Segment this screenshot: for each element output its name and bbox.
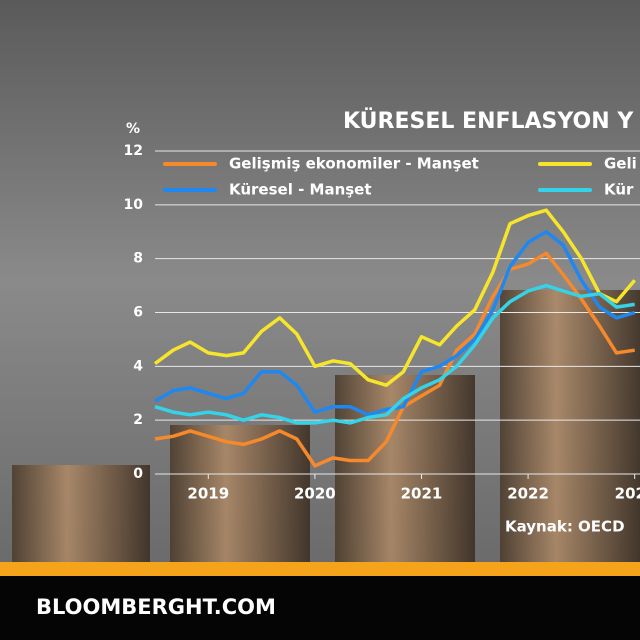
x-tick-label: 2019 (187, 485, 229, 503)
legend-label: Gelişmiş ekonomiler - Manşet (229, 155, 479, 173)
legend-label: Kür (604, 181, 634, 199)
legend-label: Geli (604, 155, 637, 173)
y-tick-label: 10 (124, 197, 144, 213)
source: Kaynak: OECD (505, 518, 625, 536)
y-tick-label: 4 (133, 358, 143, 374)
y-tick-label: 0 (133, 466, 143, 482)
x-tick-label: 2020 (294, 485, 336, 503)
y-tick-label: 2 (133, 412, 143, 428)
legend: Gelişmiş ekonomiler - Manşet Küresel - Ma… (163, 155, 637, 199)
x-tick-label: 202 (615, 485, 640, 503)
footer-stripe (0, 562, 640, 576)
coin-stack (12, 465, 150, 562)
y-unit: % (126, 121, 140, 137)
series-line (153, 208, 637, 387)
x-tick-label: 2021 (401, 485, 443, 503)
y-tick-label: 12 (124, 143, 143, 159)
y-tick-label: 8 (133, 251, 143, 267)
grid: 0 2 4 6 8 10 12 2019 2020 2021 2022 202 (124, 143, 640, 503)
coin-stack (500, 290, 640, 562)
series-line (154, 251, 635, 468)
y-tick-label: 6 (133, 305, 143, 321)
plot (153, 208, 637, 468)
x-tick-label: 2022 (507, 485, 549, 503)
series-line (154, 283, 635, 425)
footer-site: BLOOMBERGHT.COM (36, 595, 276, 619)
legend-label: Küresel - Manşet (229, 181, 372, 199)
footer-bar (0, 576, 640, 640)
chart-title: KÜRESEL ENFLASYON Y (343, 108, 634, 134)
coin-stack (170, 425, 310, 562)
